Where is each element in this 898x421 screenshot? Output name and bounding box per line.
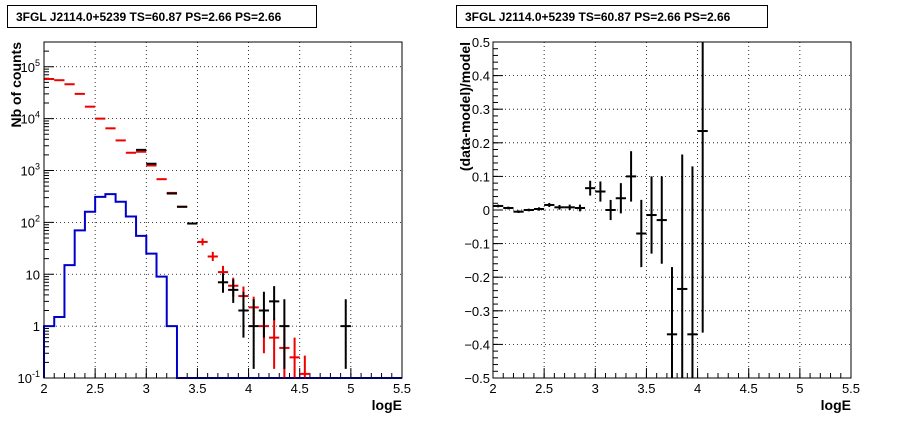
- left-y-tick-label: 105: [21, 58, 40, 75]
- left-x-tick-label: 4.5: [291, 381, 309, 396]
- right-y-axis-title: (data-model)/model: [457, 42, 473, 171]
- right-x-tick-label: 3: [592, 381, 599, 396]
- right-x-tick-label: 2.5: [535, 381, 553, 396]
- right-x-tick-label: 2: [489, 381, 496, 396]
- right-x-tick-label: 5.5: [842, 381, 860, 396]
- right-y-tick-label: 0.3: [472, 102, 490, 117]
- right-y-tick-label: 0.5: [472, 35, 490, 50]
- left-x-tick-label: 3: [143, 381, 150, 396]
- right-plot-frame: [492, 41, 852, 379]
- right-y-tick-label: 0.4: [472, 69, 490, 84]
- left-y-tick-label: 10: [26, 267, 40, 282]
- left-x-tick-label: 5: [347, 381, 354, 396]
- right-y-tick-label: 0.2: [472, 136, 490, 151]
- right-x-axis-title: logE: [821, 397, 851, 413]
- right-y-tick-label: 0.1: [472, 169, 490, 184]
- right-y-tick-label: 0: [483, 203, 490, 218]
- right-y-tick-label: −0.2: [464, 270, 490, 285]
- left-y-tick-label: 10-1: [18, 369, 40, 386]
- left-x-tick-label: 2: [40, 381, 47, 396]
- right-chart-title: 3FGL J2114.0+5239 TS=60.87 PS=2.66 PS=2.…: [456, 5, 768, 28]
- left-x-axis-title: logE: [372, 397, 402, 413]
- right-y-tick-label: −0.3: [464, 304, 490, 319]
- right-x-tick-label: 4: [694, 381, 701, 396]
- left-y-tick-label: 104: [21, 110, 40, 127]
- right-x-tick-label: 3.5: [637, 381, 655, 396]
- left-y-tick-label: 1: [33, 319, 40, 334]
- left-x-tick-label: 3.5: [188, 381, 206, 396]
- left-chart-title: 3FGL J2114.0+5239 TS=60.87 PS=2.66 PS=2.…: [7, 5, 317, 28]
- left-plot-area: [44, 42, 402, 378]
- left-y-tick-label: 102: [21, 213, 40, 230]
- left-x-tick-label: 2.5: [86, 381, 104, 396]
- right-y-tick-label: −0.4: [464, 337, 490, 352]
- right-x-tick-label: 5: [796, 381, 803, 396]
- right-x-tick-label: 4.5: [740, 381, 758, 396]
- left-x-tick-label: 5.5: [393, 381, 411, 396]
- left-x-tick-label: 4: [245, 381, 252, 396]
- left-plot: 2 2.5 3 3.5 4 4.5 5 5.5 10-1 1 10 102 103 104 105: [18, 41, 411, 396]
- right-plot: 2 2.5 3 3.5 4 4.5 5 5.5 −0.5 −0.4 −0.3 −0.2 −0.1 0 0.1…: [464, 35, 860, 396]
- left-y-axis-title: Nb of counts: [8, 42, 24, 128]
- right-y-tick-label: −0.5: [464, 371, 490, 386]
- left-plot-frame: [43, 41, 403, 379]
- right-y-tick-label: −0.1: [464, 237, 490, 252]
- left-y-tick-label: 103: [21, 162, 40, 179]
